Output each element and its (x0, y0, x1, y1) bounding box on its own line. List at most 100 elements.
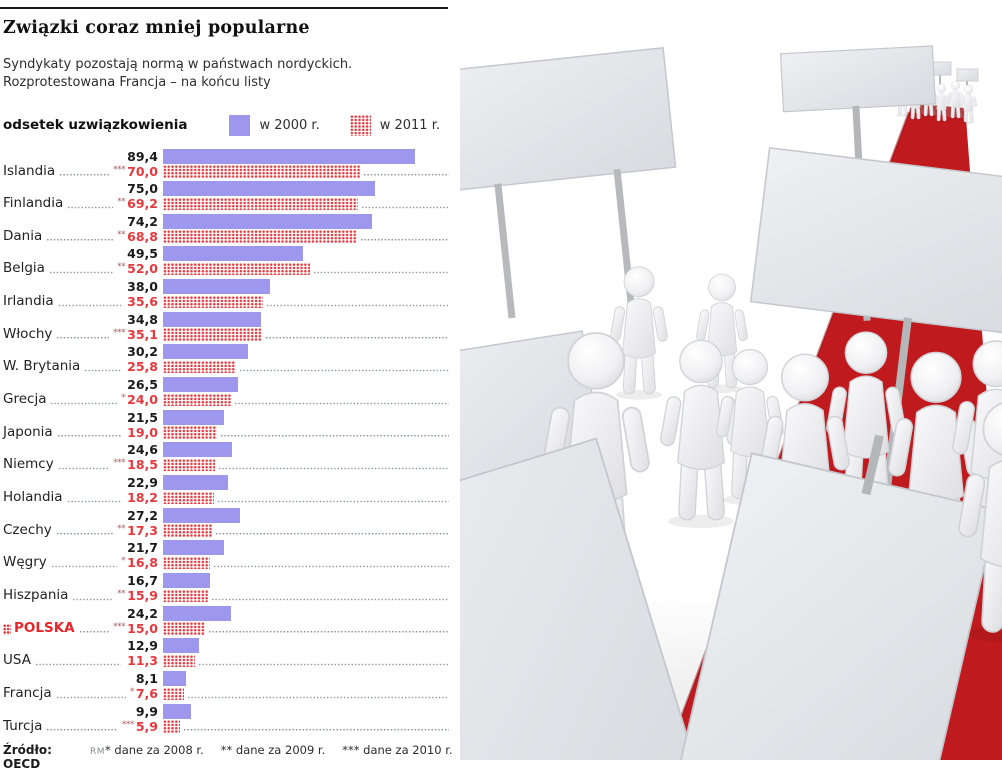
bar-2011 (163, 720, 180, 733)
bar-2000 (163, 507, 240, 523)
dotted-leader (46, 238, 114, 242)
country-label: Finlandia (3, 195, 64, 212)
dotted-leader (34, 662, 122, 667)
chart-row: 26,5 Grecja * 24,0 (3, 376, 449, 409)
chart-footer: Źródło: OECD RM * dane za 2008 r. ** dan… (3, 743, 453, 771)
chart-subtitle: Syndykaty pozostają normą w państwach no… (3, 56, 443, 92)
footnote-mark: * (121, 556, 126, 567)
placard-bottom-center (676, 434, 999, 760)
chart-row: 49,5 Belgia ** 52,0 (3, 245, 449, 278)
bar-2011 (163, 589, 208, 603)
bar-2000 (163, 573, 211, 589)
bar-2011 (163, 165, 361, 178)
bar-2000 (163, 475, 228, 491)
chart-row: 9,9 Turcja *** 5,9 (3, 702, 449, 735)
bar-2011 (163, 491, 215, 505)
country-label: Turcja (3, 717, 43, 734)
chart-row: 24,2 POLSKA *** 15,0 (3, 604, 449, 637)
bar-2000 (163, 703, 191, 719)
footnotes: * dane za 2008 r. ** dane za 2009 r. ***… (105, 743, 453, 757)
bar-2011 (163, 230, 358, 243)
dotted-leader-tail (233, 401, 449, 406)
value-2000: 38,0 (127, 279, 158, 295)
dotted-leader (48, 271, 114, 275)
value-2000: 8,1 (135, 671, 158, 686)
bar-2000 (163, 279, 271, 295)
footnote-2008: * dane za 2008 r. (104, 743, 204, 757)
dotted-leader-tail (214, 532, 449, 536)
value-2011: 11,3 (127, 653, 158, 669)
bar-2000 (163, 540, 225, 556)
value-2011: 7,6 (135, 686, 158, 701)
dotted-leader (57, 303, 122, 308)
dotted-leader (84, 369, 122, 373)
footnote-mark: *** (113, 327, 126, 338)
chart-row: 12,9 USA 11,3 (3, 637, 449, 670)
value-2011: 24,0 (127, 392, 158, 408)
dotted-leader-tail (363, 173, 449, 177)
value-2011: 15,0 (127, 620, 158, 636)
value-2000: 22,9 (127, 475, 158, 491)
value-2000: 89,4 (127, 148, 158, 164)
value-2000: 74,2 (127, 213, 158, 229)
legend-swatch-2000 (229, 114, 251, 136)
chart-row: 38,0 Irlandia 35,6 (3, 278, 449, 311)
dotted-leader (78, 630, 110, 634)
dotted-leader (55, 695, 126, 699)
bar-2011 (163, 360, 236, 374)
bar-2011 (163, 524, 212, 537)
chart-row: 89,4 Islandia *** 70,0 (3, 147, 449, 180)
illustration-panel (460, 0, 1002, 760)
footnote-mark: ** (117, 229, 126, 240)
bar-2000 (163, 638, 200, 654)
bar-2000 (163, 442, 233, 458)
footnote-mark: *** (113, 458, 126, 469)
value-2000: 27,2 (127, 507, 158, 523)
dotted-leader-tail (361, 205, 449, 210)
value-2011: 68,8 (127, 228, 158, 244)
value-2011: 70,0 (127, 163, 158, 179)
country-label: Japonia (3, 423, 53, 440)
bar-2011 (163, 458, 216, 472)
footnote-mark: ** (117, 262, 126, 273)
value-2000: 24,2 (127, 605, 158, 621)
value-2000: 9,9 (135, 703, 158, 719)
dotted-leader-tail (210, 597, 449, 602)
dotted-leader (56, 336, 110, 340)
bar-2000 (163, 213, 373, 229)
footnote-2009: ** dane za 2009 r. (220, 743, 326, 757)
country-label: Czechy (3, 521, 52, 538)
value-2011: 18,5 (127, 457, 158, 473)
value-2000: 24,6 (127, 442, 158, 458)
country-label: Grecja (3, 391, 47, 408)
dotted-leader (50, 564, 118, 569)
bar-2011 (163, 295, 264, 309)
value-2000: 12,9 (127, 638, 158, 654)
country-label: POLSKA (14, 619, 75, 636)
protest-crowd-illustration-icon (460, 0, 1002, 760)
bar-2000 (163, 605, 232, 621)
bar-2011 (163, 197, 359, 211)
country-label: Niemcy (3, 456, 54, 473)
dotted-leader-tail (208, 630, 449, 634)
dotted-leader (66, 499, 122, 504)
bar-chart: 89,4 Islandia *** 70,0 (3, 147, 449, 735)
value-2000: 26,5 (127, 377, 158, 393)
chart-row: 34,8 Włochy *** 35,1 (3, 310, 449, 343)
footnote-mark: ** (117, 523, 126, 534)
dotted-leader (56, 434, 122, 438)
dotted-leader-tail (360, 238, 449, 242)
dotted-leader-tail (197, 662, 449, 667)
dotted-leader (55, 532, 114, 536)
bar-2011 (163, 654, 195, 668)
chart-row: 24,6 Niemcy *** 18,5 (3, 441, 449, 474)
value-2011: 69,2 (127, 196, 158, 212)
country-label: Holandia (3, 489, 63, 506)
axis-label: odsetek uzwiązkowienia (3, 117, 188, 133)
country-label: USA (3, 652, 31, 669)
bar-2000 (163, 409, 224, 425)
dotted-leader (59, 173, 110, 177)
bar-2011 (163, 426, 217, 439)
chart-row: 27,2 Czechy ** 17,3 (3, 506, 449, 539)
value-2000: 16,7 (127, 573, 158, 589)
